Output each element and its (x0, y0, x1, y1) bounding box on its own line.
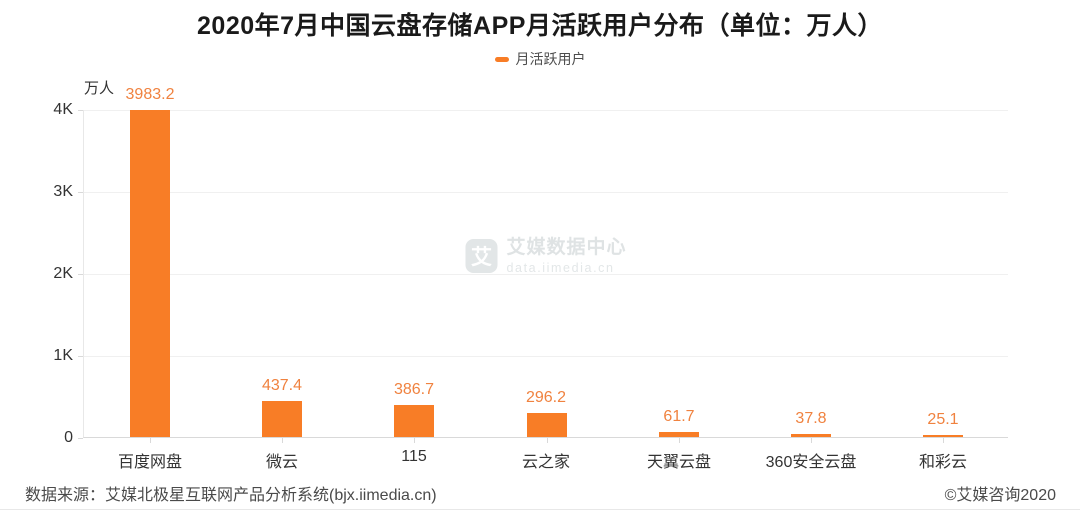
chart-title: 2020年7月中国云盘存储APP月活跃用户分布（单位：万人） (197, 12, 883, 40)
y-axis-tick (78, 274, 83, 275)
y-tick-label: 4K (53, 101, 73, 118)
bar-360安全云盘 (791, 434, 831, 437)
gridline (84, 356, 1008, 357)
bar-value-label: 3983.2 (125, 86, 175, 103)
y-axis-tick (78, 438, 83, 439)
x-axis-tick (943, 438, 944, 443)
x-axis-tick (282, 438, 283, 443)
copyright-note: ©艾媒咨询2020 (944, 487, 1056, 504)
y-tick-label: 3K (53, 183, 73, 200)
bar-云之家 (527, 413, 567, 437)
x-axis-tick (150, 438, 151, 443)
gridline (84, 192, 1008, 193)
watermark-title: 艾媒数据中心 (506, 237, 627, 258)
y-axis-tick (78, 356, 83, 357)
y-axis-tick (78, 110, 83, 111)
x-axis-tick (414, 438, 415, 443)
y-tick-label: 0 (64, 429, 73, 446)
x-category-label: 和彩云 (918, 454, 967, 471)
gridline (84, 274, 1008, 275)
watermark-text: 艾媒数据中心 data.iimedia.cn (506, 237, 627, 275)
x-category-label: 云之家 (521, 454, 570, 471)
plot-area: 艾 艾媒数据中心 data.iimedia.cn 3983.2 百度网盘 437.4… (78, 86, 1008, 471)
bar-value-label: 61.7 (663, 408, 695, 425)
x-axis-tick (811, 438, 812, 443)
x-axis-tick (547, 438, 548, 443)
bar-value-label: 386.7 (393, 381, 435, 398)
gridline (84, 110, 1008, 111)
x-category-label: 360安全云盘 (765, 454, 857, 471)
watermark: 艾 艾媒数据中心 data.iimedia.cn (465, 237, 627, 275)
legend-label: 月活跃用户 (515, 51, 586, 67)
iimedia-logo-glyph: 艾 (470, 246, 492, 270)
y-axis-tick (78, 192, 83, 193)
legend-marker-icon (494, 56, 509, 62)
x-axis-tick (679, 438, 680, 443)
bar-value-label: 25.1 (927, 411, 959, 428)
x-category-label: 天翼云盘 (646, 454, 711, 471)
bar-115 (394, 405, 434, 437)
bar-百度网盘 (130, 110, 170, 437)
bar-微云 (262, 401, 302, 437)
y-axis-unit-label: 万人 (84, 80, 115, 97)
legend[interactable]: 月活跃用户 (0, 49, 1080, 69)
bar-天翼云盘 (659, 432, 699, 437)
bar-和彩云 (923, 435, 963, 437)
y-axis-labels: 0 1K 2K 3K 4K (0, 101, 73, 446)
y-tick-label: 1K (53, 347, 73, 364)
y-tick-label: 2K (53, 265, 73, 282)
x-category-label: 115 (401, 448, 427, 465)
x-category-label: 微云 (265, 454, 298, 471)
data-source-note: 数据来源：艾媒北极星互联网产品分析系统(bjx.iimedia.cn) (25, 487, 437, 504)
x-category-label: 百度网盘 (117, 454, 182, 471)
iimedia-logo-icon: 艾 (465, 239, 498, 274)
watermark-url: data.iimedia.cn (506, 260, 615, 275)
bottom-divider (0, 509, 1080, 510)
bar-value-label: 437.4 (261, 377, 303, 394)
bar-value-label: 296.2 (525, 389, 567, 406)
bar-value-label: 37.8 (795, 410, 827, 427)
